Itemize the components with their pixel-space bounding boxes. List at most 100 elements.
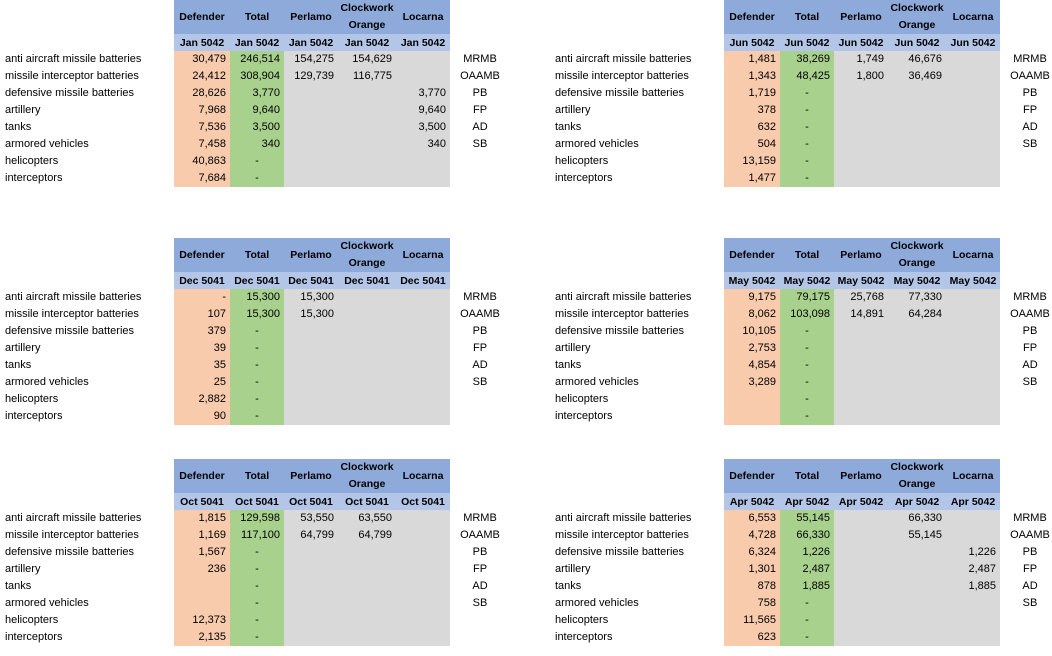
table-cell: [338, 629, 396, 646]
table-cell: [888, 629, 946, 646]
table-cell: 2,487: [968, 563, 996, 575]
period-label: May 5042: [724, 272, 780, 289]
locarna-column-bg: [396, 289, 450, 425]
table-cell: [338, 408, 396, 425]
table-cell: [396, 51, 450, 68]
table-cell: [834, 629, 888, 646]
table-cell: [888, 357, 946, 374]
column-header: Defender: [174, 0, 230, 34]
table-cell: 3,500: [252, 121, 280, 133]
table-cell: 9,640: [418, 104, 446, 116]
abbreviation-label: FP: [472, 342, 488, 354]
total-column-bg: [230, 51, 284, 187]
table-cell: [888, 374, 946, 391]
period-label: Jun 5042: [946, 34, 1000, 51]
abbreviation-label: AD: [1022, 580, 1038, 592]
table-cell: [946, 357, 1000, 374]
table-cell: [834, 357, 888, 374]
table-cell: [946, 391, 1000, 408]
table-cell: [338, 306, 396, 323]
table-cell: [284, 629, 338, 646]
table-cell: [338, 595, 396, 612]
table-cell: [338, 340, 396, 357]
perlamo-column-bg: [834, 510, 888, 646]
table-cell: [834, 408, 888, 425]
table-cell: [284, 102, 338, 119]
abbreviation-label: AD: [1022, 359, 1038, 371]
perlamo-column-bg: [284, 510, 338, 646]
table-cell: [396, 153, 450, 170]
row-label: armored vehicles: [555, 138, 639, 150]
table-cell: [834, 561, 888, 578]
table-cell: [338, 612, 396, 629]
row-label: interceptors: [555, 410, 613, 422]
table-cell: [284, 578, 338, 595]
column-header: Clockwork Orange: [888, 238, 946, 272]
table-cell: 632: [757, 121, 776, 133]
period-label: Dec 5041: [284, 272, 338, 289]
table-cell: 64,284: [908, 308, 942, 320]
table-cell: 9,640: [252, 104, 280, 116]
period-label: Oct 5041: [396, 493, 450, 510]
table-cell: 39: [213, 342, 226, 354]
abbreviation-label: MRMB: [463, 291, 497, 303]
abbreviation-label: FP: [472, 104, 488, 116]
table-cell: 64,799: [358, 529, 392, 541]
table-cell: [396, 578, 450, 595]
column-header: Total: [780, 238, 834, 272]
table-cell: [396, 340, 450, 357]
total-column-bg: [780, 51, 834, 187]
table-cell: 3,770: [418, 87, 446, 99]
table-cell: [338, 561, 396, 578]
table-cell: 40,863: [192, 155, 226, 167]
clockwork-orange-column-bg: [338, 51, 396, 187]
table-cell: 1,719: [748, 87, 776, 99]
column-header: Clockwork Orange: [888, 459, 946, 493]
table-cell: -: [805, 87, 809, 99]
table-cell: -: [255, 563, 259, 575]
column-header: Defender: [724, 0, 780, 34]
table-cell: [946, 153, 1000, 170]
table-cell: [396, 357, 450, 374]
table-cell: 25: [213, 376, 226, 388]
table-cell: 117,100: [241, 529, 280, 541]
table-cell: 55,145: [908, 529, 942, 541]
column-header: Locarna: [946, 459, 1000, 493]
table-cell: 1,477: [748, 172, 776, 184]
table-cell: 4,854: [748, 359, 776, 371]
table-cell: 2,135: [198, 631, 226, 643]
abbreviation-label: SB: [1022, 138, 1038, 150]
row-label: anti aircraft missile batteries: [5, 512, 142, 524]
total-column-bg: [780, 510, 834, 646]
total-column-bg: [230, 510, 284, 646]
row-label: defensive missile batteries: [555, 546, 685, 558]
table-cell: [834, 119, 888, 136]
table-cell: [946, 595, 1000, 612]
abbreviation-label: SB: [472, 376, 488, 388]
period-label: Apr 5042: [888, 493, 946, 510]
table-cell: 379: [207, 325, 226, 337]
row-label: tanks: [555, 580, 582, 592]
abbreviation-label: MRMB: [463, 512, 497, 524]
period-label: Jun 5042: [888, 34, 946, 51]
total-column-bg: [780, 289, 834, 425]
defender-column-bg: [174, 51, 230, 187]
perlamo-column-bg: [284, 289, 338, 425]
row-label: armored vehicles: [5, 138, 89, 150]
table-cell: 1,301: [748, 563, 776, 575]
row-label: anti aircraft missile batteries: [5, 291, 142, 303]
row-label: interceptors: [555, 172, 613, 184]
abbreviation-label: PB: [472, 325, 488, 337]
table-cell: [888, 561, 946, 578]
table-cell: 1,800: [856, 70, 884, 82]
row-label: helicopters: [555, 614, 609, 626]
table-cell: 3,500: [418, 121, 446, 133]
locarna-column-bg: [396, 51, 450, 187]
table-cell: -: [805, 104, 809, 116]
table-cell: [888, 102, 946, 119]
period-label: Oct 5041: [174, 493, 230, 510]
table-cell: [396, 629, 450, 646]
table-cell: [888, 391, 946, 408]
table-cell: 3,770: [252, 87, 280, 99]
abbreviation-label: SB: [1022, 376, 1038, 388]
